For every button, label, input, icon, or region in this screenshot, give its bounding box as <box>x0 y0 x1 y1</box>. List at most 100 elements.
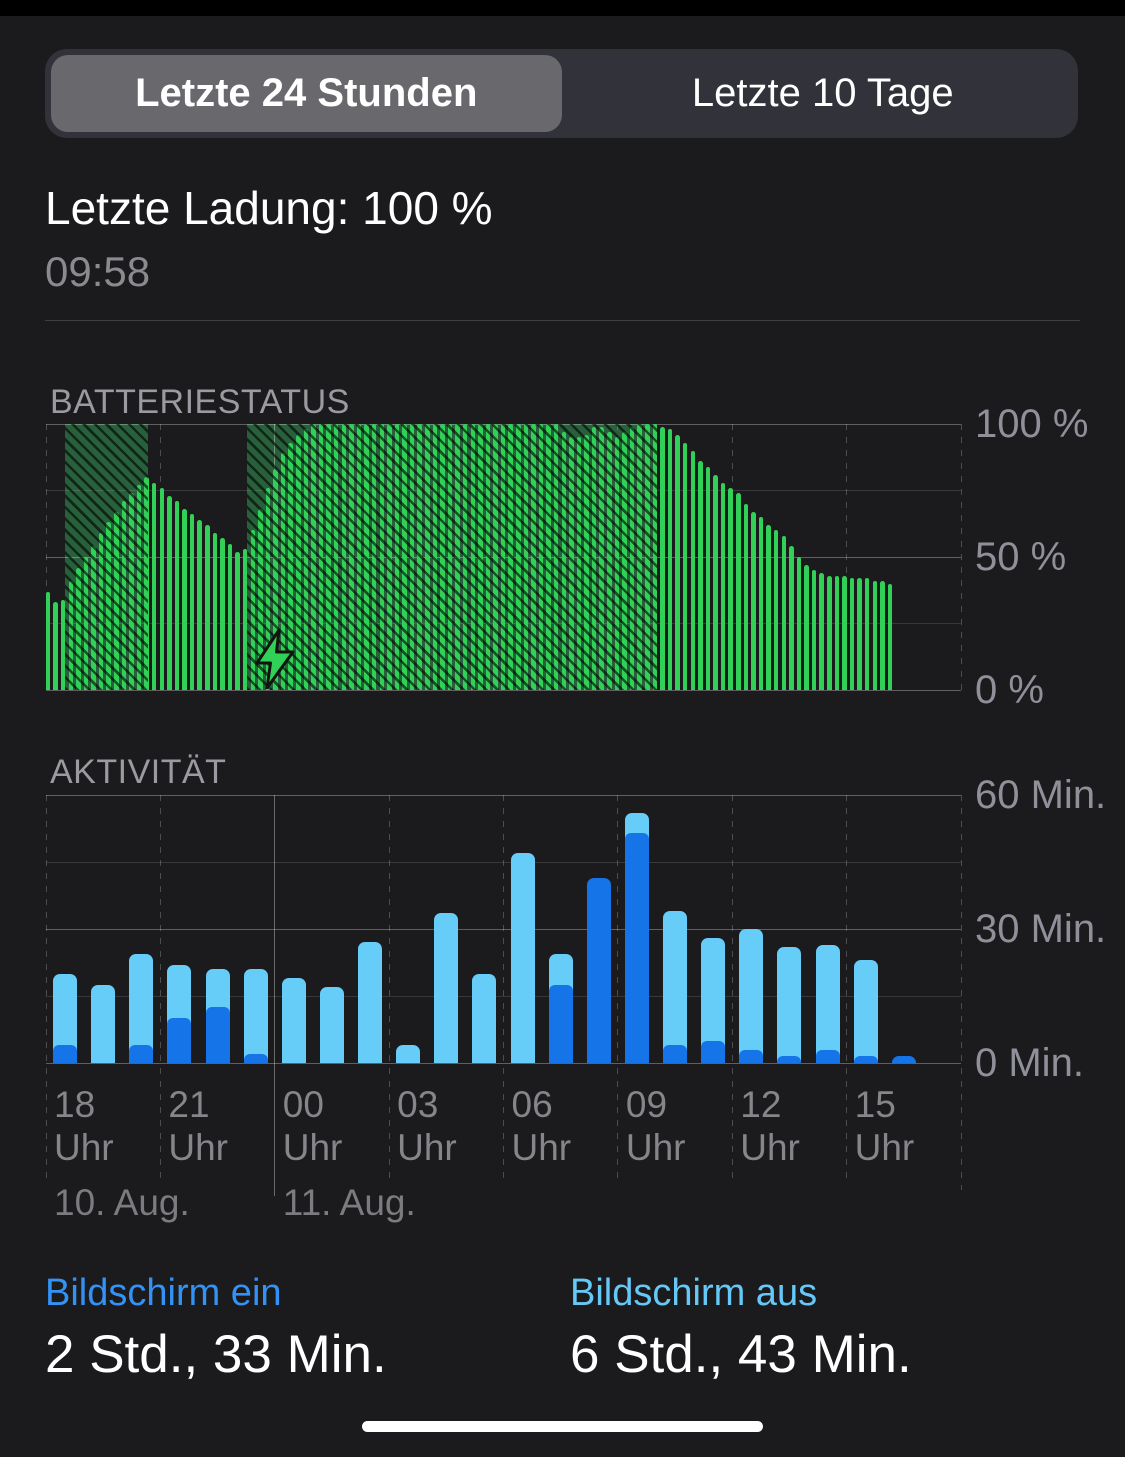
activity-bar-hour-12[interactable] <box>739 929 764 1063</box>
battery-level-bar[interactable] <box>736 493 741 690</box>
battery-level-bar[interactable] <box>804 564 809 690</box>
activity-bar-hour-15[interactable] <box>853 960 878 1063</box>
activity-bar-hour-08[interactable] <box>586 877 611 1063</box>
charging-bolt-icon <box>255 628 295 694</box>
battery-level-bar[interactable] <box>751 511 756 690</box>
screen-on-segment <box>739 1049 764 1063</box>
screen-on-segment <box>777 1056 802 1063</box>
screen-on-segment <box>243 1054 268 1063</box>
screen-on-segment <box>853 1056 878 1063</box>
battery-level-bar[interactable] <box>227 543 233 690</box>
battery-level-bar[interactable] <box>789 546 794 690</box>
battery-level-bar[interactable] <box>690 450 696 690</box>
activity-bar-hour-13[interactable] <box>777 946 802 1063</box>
battery-level-bar[interactable] <box>720 482 726 690</box>
gridline-vertical <box>159 795 161 1180</box>
battery-level-bar[interactable] <box>174 501 180 690</box>
activity-bar-hour-23[interactable] <box>243 969 268 1063</box>
battery-level-bar[interactable] <box>827 575 832 690</box>
activity-bar-hour-04[interactable] <box>434 913 459 1063</box>
gridline-vertical <box>960 424 962 690</box>
gridline-vertical <box>846 424 848 690</box>
activity-bar-hour-14[interactable] <box>815 944 840 1063</box>
tab-last-10-days[interactable]: Letzte 10 Tage <box>691 71 954 115</box>
battery-level-bar[interactable] <box>189 514 195 690</box>
battery-level-bar[interactable] <box>849 578 855 690</box>
battery-level-bar[interactable] <box>796 557 802 690</box>
battery-level-bar[interactable] <box>660 426 665 690</box>
activity-bar-hour-00[interactable] <box>281 978 306 1063</box>
battery-level-bar[interactable] <box>45 591 51 690</box>
battery-level-bar[interactable] <box>880 580 885 690</box>
activity-bar-hour-05[interactable] <box>472 973 497 1063</box>
battery-level-bar[interactable] <box>242 549 248 690</box>
battery-level-bar[interactable] <box>766 525 771 690</box>
activity-bar-hour-20[interactable] <box>129 953 154 1063</box>
gridline-horizontal <box>46 794 961 796</box>
battery-level-bar[interactable] <box>220 538 225 690</box>
separator <box>45 320 1080 321</box>
battery-level-chart[interactable] <box>45 423 962 691</box>
battery-level-bar[interactable] <box>675 434 680 690</box>
battery-level-bar[interactable] <box>864 578 870 690</box>
battery-level-bar[interactable] <box>205 525 210 690</box>
activity-bar-hour-03[interactable] <box>396 1045 421 1063</box>
screen-on-segment <box>815 1049 840 1063</box>
battery-level-bar[interactable] <box>713 474 718 690</box>
battery-level-bar[interactable] <box>811 570 817 690</box>
screen-on-segment <box>624 832 649 1063</box>
battery-level-bar[interactable] <box>53 602 58 690</box>
battery-level-bar[interactable] <box>842 575 847 690</box>
gridline-horizontal <box>46 861 961 863</box>
x-axis-hour-label: 21 Uhr <box>168 1084 228 1168</box>
battery-level-bar[interactable] <box>887 583 893 690</box>
battery-level-bar[interactable] <box>682 442 688 690</box>
battery-level-bar[interactable] <box>705 466 711 690</box>
battery-level-bar[interactable] <box>728 487 733 690</box>
gridline-horizontal <box>46 928 961 930</box>
battery-level-bar[interactable] <box>167 495 172 690</box>
battery-level-bar[interactable] <box>667 429 673 690</box>
activity-section-header: AKTIVITÄT <box>50 753 227 791</box>
activity-bar-hour-19[interactable] <box>91 984 116 1063</box>
gridline-midnight <box>274 795 276 1196</box>
battery-level-bar[interactable] <box>872 580 878 690</box>
activity-bar-hour-02[interactable] <box>358 942 383 1063</box>
x-axis-hour-label: 03 Uhr <box>397 1084 457 1168</box>
home-indicator[interactable] <box>362 1421 763 1432</box>
battery-level-bar[interactable] <box>151 482 157 690</box>
battery-level-bar[interactable] <box>758 517 764 690</box>
activity-bar-hour-10[interactable] <box>663 911 688 1063</box>
battery-level-bar[interactable] <box>235 551 240 690</box>
battery-level-bar[interactable] <box>212 533 218 690</box>
gridline-vertical <box>45 795 47 1180</box>
battery-level-bar[interactable] <box>857 578 862 690</box>
battery-level-bar[interactable] <box>60 599 66 690</box>
activity-chart[interactable] <box>45 794 962 1196</box>
activity-bar-hour-01[interactable] <box>319 987 344 1063</box>
battery-level-bar[interactable] <box>197 519 202 690</box>
battery-level-bar[interactable] <box>819 572 824 690</box>
activity-bar-hour-16[interactable] <box>891 1056 916 1063</box>
charging-hatch-overlay <box>247 424 658 690</box>
battery-level-bar[interactable] <box>834 575 840 690</box>
tab-last-24-hours[interactable]: Letzte 24 Stunden <box>51 55 562 132</box>
battery-level-bar[interactable] <box>743 503 749 690</box>
battery-level-bar[interactable] <box>773 530 779 690</box>
x-axis-hour-label: 06 Uhr <box>511 1084 572 1168</box>
screen-on-segment <box>167 1018 192 1063</box>
y-axis-tick-label: 60 Min. <box>975 773 1107 817</box>
y-axis-tick-label: 100 % <box>975 402 1089 446</box>
last-charge-title: Letzte Ladung: 100 % <box>45 182 493 234</box>
gridline-vertical <box>503 795 504 1180</box>
screen-on-value: 2 Std., 33 Min. <box>45 1325 387 1384</box>
battery-level-bar[interactable] <box>182 509 187 690</box>
activity-bar-hour-06[interactable] <box>510 853 535 1063</box>
charging-hatch-overlay <box>65 424 149 690</box>
gridline-horizontal <box>46 1062 961 1064</box>
battery-level-bar[interactable] <box>159 487 165 690</box>
date-label: 10. Aug. <box>54 1182 190 1223</box>
battery-level-bar[interactable] <box>698 461 703 690</box>
battery-level-bar[interactable] <box>781 535 787 690</box>
screen-on-label: Bildschirm ein <box>45 1272 282 1314</box>
